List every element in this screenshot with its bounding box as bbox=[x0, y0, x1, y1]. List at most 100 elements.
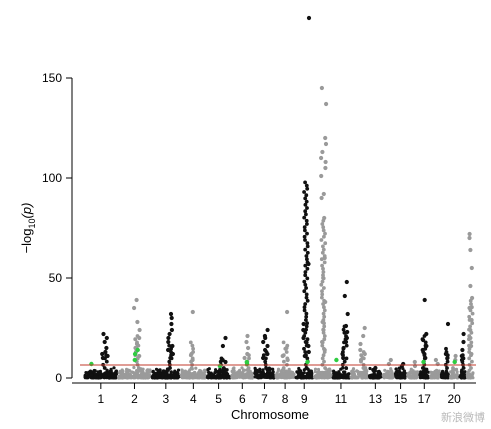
peak-stack-point bbox=[302, 308, 307, 313]
background-point bbox=[206, 374, 210, 378]
peak-point bbox=[100, 355, 105, 361]
background-point bbox=[446, 372, 450, 376]
peak-stack-point bbox=[321, 353, 326, 358]
y-ticks: 0 50 100 150 bbox=[42, 71, 72, 385]
background-point bbox=[459, 370, 463, 374]
background-point bbox=[422, 375, 427, 379]
peak-stack-point bbox=[342, 359, 347, 364]
peak-point bbox=[342, 293, 347, 299]
peak-stack-point bbox=[303, 196, 308, 201]
peak-stack-point bbox=[321, 270, 326, 274]
background-point bbox=[276, 376, 280, 380]
peak-stack-point bbox=[321, 225, 326, 230]
peak-point bbox=[303, 339, 308, 345]
peak-point bbox=[467, 235, 472, 241]
background-point bbox=[383, 368, 387, 372]
peak-point bbox=[169, 315, 174, 321]
peak-point bbox=[424, 343, 429, 349]
peak-stack-point bbox=[282, 359, 286, 364]
peak-stack-point bbox=[305, 186, 310, 191]
peak-point bbox=[223, 359, 228, 365]
peak-point bbox=[301, 321, 306, 327]
peak-point bbox=[169, 321, 174, 327]
background-point bbox=[232, 371, 237, 375]
peak-stack-point bbox=[304, 292, 309, 297]
peak-stack-point bbox=[321, 244, 325, 249]
x-tick-label: 6 bbox=[239, 392, 246, 406]
background-point bbox=[250, 371, 254, 375]
background-point bbox=[394, 375, 398, 379]
peak-stack-point bbox=[304, 314, 309, 319]
highlighted-point bbox=[334, 357, 339, 363]
peak-stack-point bbox=[104, 359, 109, 364]
peak-point bbox=[321, 327, 326, 333]
background-point bbox=[175, 371, 179, 375]
data-points bbox=[83, 15, 475, 380]
peak-point bbox=[302, 353, 307, 359]
peak-point bbox=[246, 345, 251, 351]
peak-stack-point bbox=[470, 311, 475, 316]
peak-point bbox=[166, 339, 171, 345]
peak-stack-point bbox=[304, 286, 308, 290]
background-point bbox=[235, 374, 239, 378]
background-point bbox=[217, 376, 221, 380]
background-point bbox=[320, 370, 324, 374]
peak-point bbox=[422, 297, 427, 303]
peak-point bbox=[244, 339, 249, 345]
peak-point bbox=[433, 357, 438, 363]
peak-stack-point bbox=[344, 343, 349, 348]
background-point bbox=[98, 371, 102, 375]
peak-stack-point bbox=[305, 356, 310, 361]
background-point bbox=[145, 373, 149, 377]
peak-stack-point bbox=[320, 295, 324, 300]
background-point bbox=[414, 374, 418, 378]
background-point bbox=[197, 370, 201, 374]
background-point bbox=[161, 369, 166, 373]
peak-point bbox=[100, 351, 105, 357]
peak-point bbox=[245, 333, 250, 339]
background-point bbox=[121, 372, 125, 376]
background-point bbox=[342, 376, 346, 380]
peak-point bbox=[137, 335, 142, 341]
peak-point bbox=[265, 351, 270, 357]
highlighted-point bbox=[452, 359, 457, 365]
peak-stack-point bbox=[304, 254, 309, 258]
background-point bbox=[98, 375, 102, 379]
peak-point bbox=[306, 15, 312, 21]
background-point bbox=[83, 373, 87, 378]
peak-stack-point bbox=[246, 366, 251, 370]
peak-point bbox=[190, 357, 195, 363]
background-point bbox=[381, 373, 385, 377]
background-point bbox=[437, 371, 441, 375]
peak-stack-point bbox=[303, 282, 308, 287]
peak-point bbox=[265, 343, 270, 349]
background-point bbox=[108, 369, 112, 373]
background-point bbox=[308, 370, 312, 374]
peak-stack-point bbox=[304, 193, 309, 198]
background-point bbox=[471, 371, 475, 375]
highlighted-point bbox=[305, 359, 310, 365]
peak-stack-point bbox=[423, 340, 428, 345]
x-tick-label: 3 bbox=[162, 392, 169, 406]
peak-point bbox=[443, 351, 448, 357]
highlighted-point bbox=[132, 351, 138, 357]
peak-stack-point bbox=[302, 190, 306, 194]
background-point bbox=[263, 373, 268, 377]
peak-stack-point bbox=[167, 359, 172, 364]
peak-point bbox=[168, 311, 174, 317]
peak-stack-point bbox=[322, 334, 327, 338]
background-point bbox=[345, 376, 349, 380]
background-point bbox=[316, 367, 321, 372]
background-point bbox=[142, 375, 146, 379]
peak-stack-point bbox=[263, 359, 268, 364]
peak-stack-point bbox=[304, 199, 309, 204]
background-point bbox=[396, 369, 400, 373]
peak-point bbox=[461, 339, 466, 345]
peak-stack-point bbox=[133, 337, 138, 342]
background-point bbox=[235, 371, 239, 375]
background-point bbox=[120, 376, 124, 380]
peak-point bbox=[306, 349, 311, 355]
x-tick-label: 4 bbox=[190, 392, 197, 406]
peak-stack-point bbox=[305, 206, 309, 210]
peak-point bbox=[166, 347, 171, 353]
